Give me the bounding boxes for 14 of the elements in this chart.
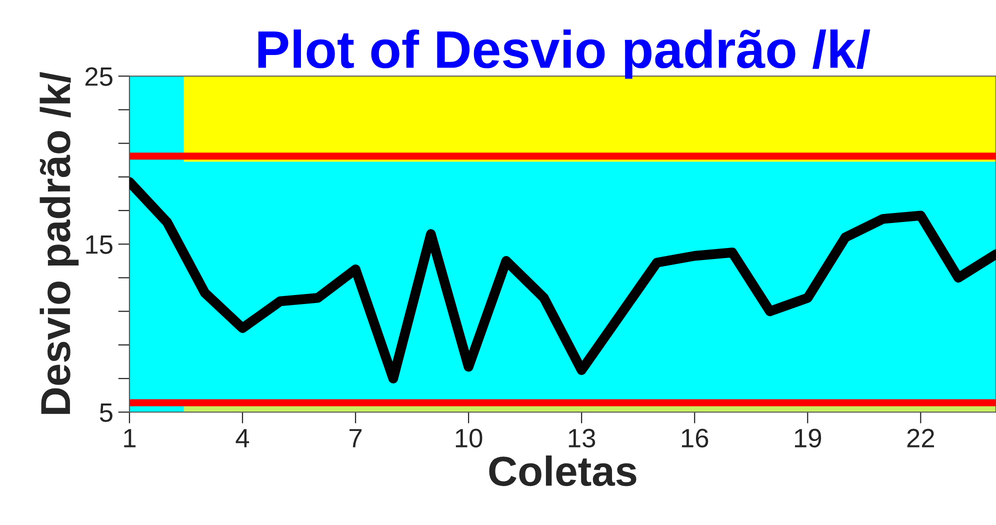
- x-tick-label: 13: [568, 428, 596, 448]
- x-tick-label: 7: [350, 429, 362, 448]
- x-tick-label: 4: [236, 429, 250, 448]
- chart-title: Plot of Desvio padrão /k/: [258, 30, 870, 79]
- y-tick-label: 25: [85, 67, 112, 86]
- x-axis-title: Coletas: [489, 455, 636, 486]
- y-tick-label: 5: [100, 404, 112, 422]
- x-tick-label: 10: [456, 428, 482, 448]
- x-tick-label: 1: [124, 429, 136, 448]
- y-axis-title: Desvio padrão /k/: [40, 72, 79, 414]
- x-tick-label: 22: [907, 428, 934, 448]
- x-tick-label: 19: [794, 428, 822, 448]
- y-tick-label: 15: [86, 236, 112, 254]
- x-tick-label: 16: [682, 428, 708, 448]
